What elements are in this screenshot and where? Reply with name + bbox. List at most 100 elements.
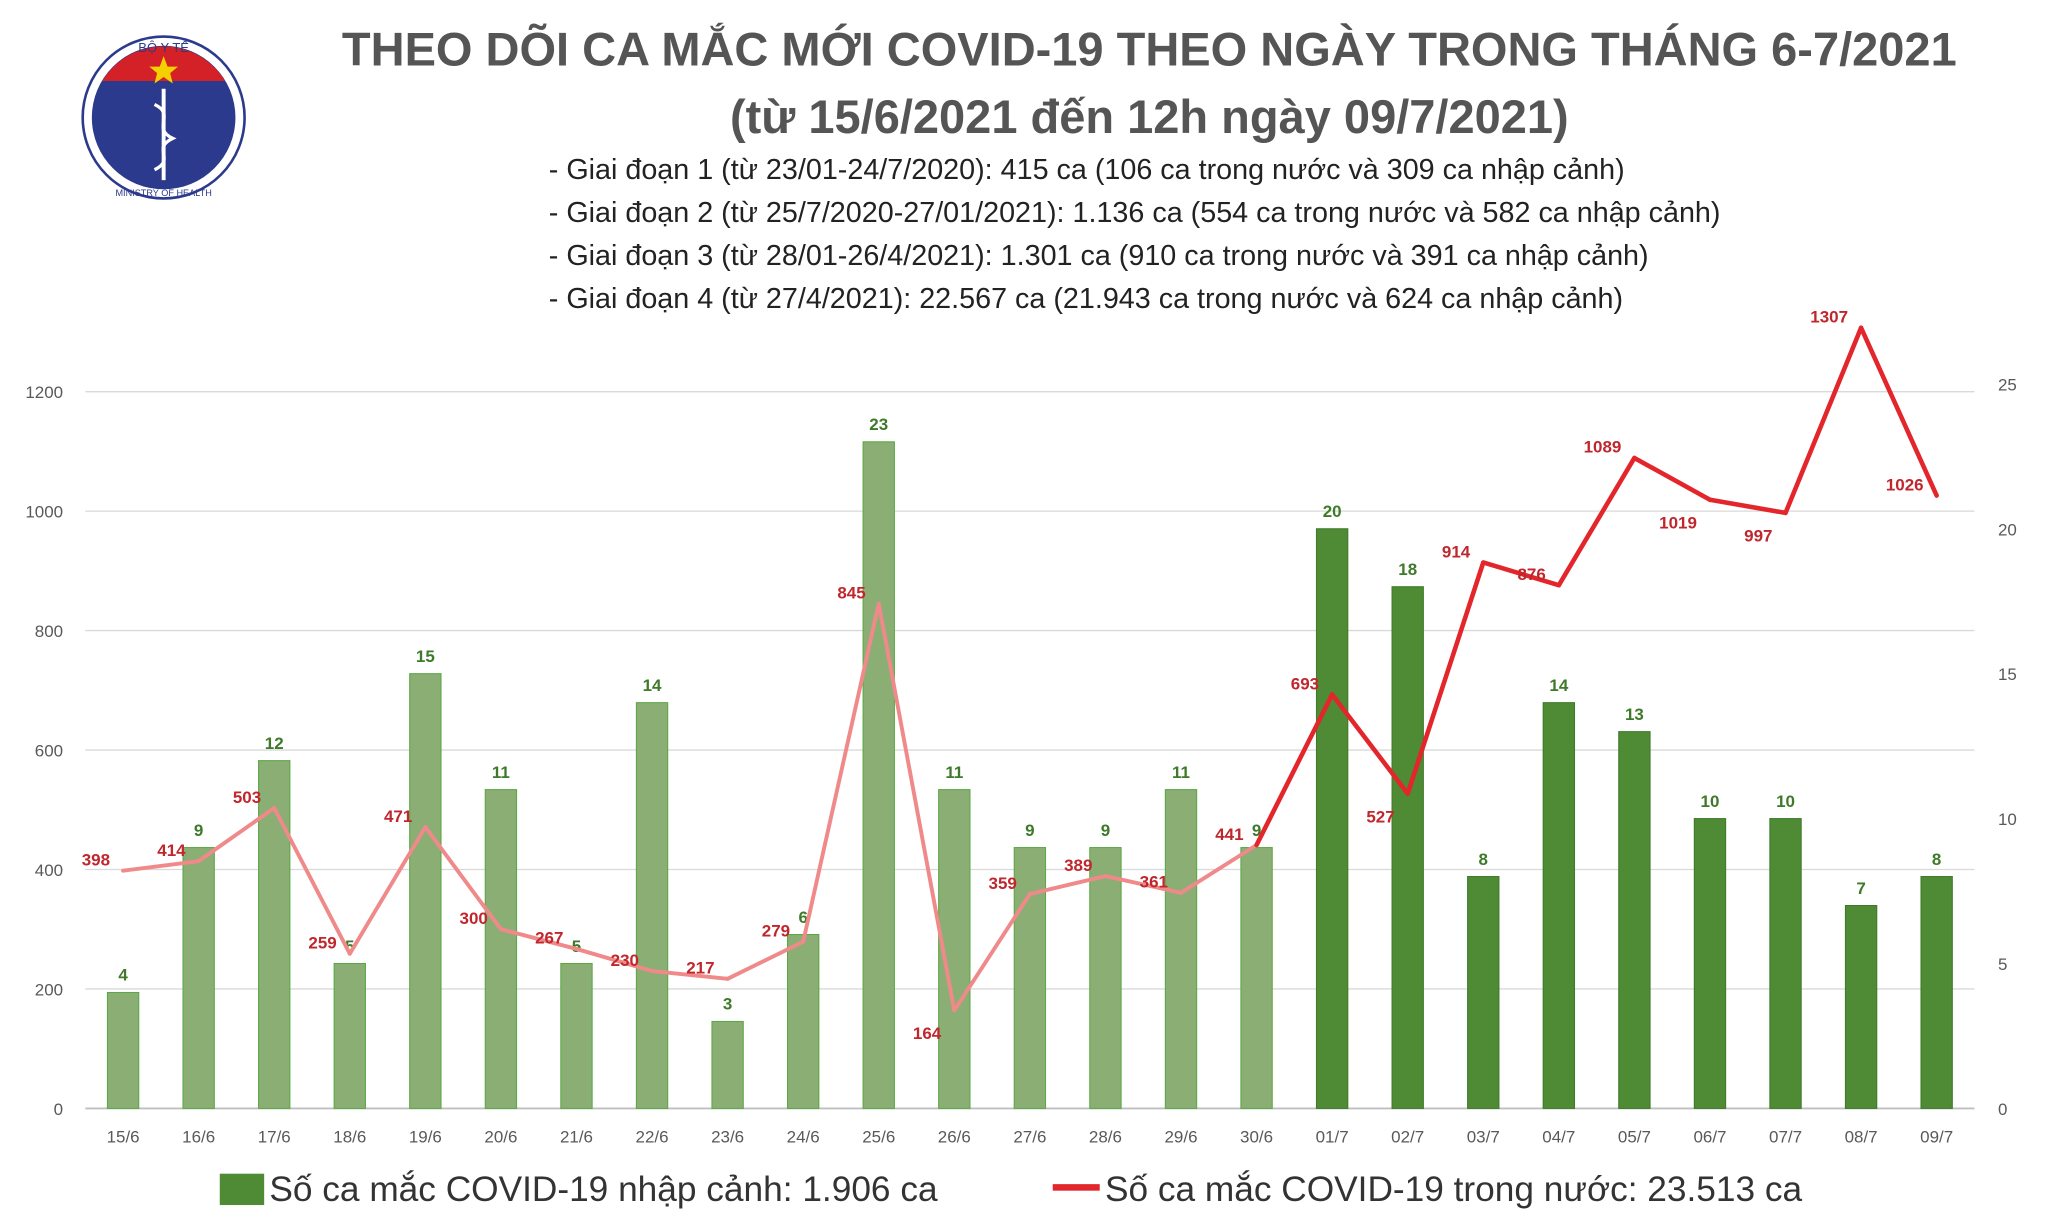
line-segment	[650, 969, 730, 981]
line-label: 1019	[1659, 513, 1697, 532]
bar-30/6	[1240, 847, 1273, 1109]
line-segment	[272, 806, 352, 956]
line-label: 259	[308, 933, 336, 952]
bar-18/6	[333, 962, 366, 1109]
bar-label: 10	[1701, 792, 1720, 811]
x-tick-label: 21/6	[560, 1127, 593, 1146]
bar-label: 10	[1776, 792, 1795, 811]
legend-swatch-imported	[219, 1173, 265, 1206]
bar-07/7	[1769, 818, 1802, 1109]
line-segment	[121, 859, 201, 873]
bar-15/6	[106, 991, 140, 1109]
bar-label: 9	[1252, 821, 1261, 840]
bar-label: 14	[643, 676, 662, 695]
bar-21/6	[560, 962, 593, 1109]
line-segment	[1103, 874, 1183, 895]
phase-3: - Giai đoạn 3 (từ 28/01-26/4/2021): 1.30…	[549, 240, 1649, 272]
line-segment	[1254, 692, 1335, 848]
line-label: 441	[1215, 825, 1243, 844]
x-tick-label: 16/6	[182, 1127, 215, 1146]
x-tick-label: 15/6	[107, 1127, 140, 1146]
bar-17/6	[258, 760, 291, 1109]
line-segment	[1783, 325, 1864, 516]
bar-label: 6	[798, 908, 807, 927]
y-left-tick: 1000	[25, 503, 63, 522]
line-segment	[876, 601, 957, 1013]
y-left-tick: 800	[35, 622, 63, 641]
bar-label: 3	[723, 995, 732, 1014]
bar-24/6	[786, 933, 820, 1109]
line-label: 164	[913, 1024, 942, 1043]
line-label: 1026	[1886, 475, 1924, 494]
legend-swatch-domestic	[1052, 1184, 1100, 1191]
x-tick-label: 22/6	[636, 1127, 669, 1146]
bar-label: 11	[1172, 763, 1190, 782]
line-label: 414	[157, 841, 186, 860]
phase-2: - Giai đoạn 2 (từ 25/7/2020-27/01/2021):…	[549, 197, 1721, 229]
line-segment	[1329, 692, 1410, 796]
x-tick-label: 07/7	[1769, 1127, 1802, 1146]
x-tick-label: 25/6	[862, 1127, 895, 1146]
bar-22/6	[635, 702, 669, 1109]
line-label: 845	[837, 583, 865, 602]
bar-02/7	[1391, 586, 1424, 1109]
line-label: 693	[1291, 674, 1319, 693]
bar-label: 5	[572, 937, 581, 956]
legend-imported: Số ca mắc COVID-19 nhập cảnh: 1.906 ca	[269, 1170, 938, 1209]
line-label: 217	[686, 959, 714, 978]
line-segment	[801, 601, 881, 944]
line-segment	[1632, 455, 1713, 503]
logo-text-bottom: MINISTRY OF HEALTH	[115, 188, 211, 198]
legend-domestic: Số ca mắc COVID-19 trong nước: 23.513 ca	[1105, 1170, 1803, 1209]
y-right-tick: 25	[1998, 375, 2017, 394]
bar-03/7	[1467, 876, 1500, 1109]
bar-label: 9	[1101, 821, 1110, 840]
bar-27/6	[1013, 847, 1047, 1109]
bar-23/6	[711, 1020, 744, 1109]
bar-20/6	[484, 789, 518, 1109]
x-tick-label: 03/7	[1467, 1127, 1500, 1146]
bar-04/7	[1542, 702, 1576, 1109]
x-tick-label: 05/7	[1618, 1127, 1651, 1146]
y-right-tick: 15	[1998, 665, 2017, 684]
bar-19/6	[409, 673, 442, 1109]
line-segment	[1858, 325, 1939, 498]
line-label: 389	[1064, 856, 1092, 875]
x-tick-label: 02/7	[1391, 1127, 1424, 1146]
x-tick-label: 19/6	[409, 1127, 442, 1146]
line-segment	[1707, 497, 1788, 516]
chart-subtitle: (từ 15/6/2021 đến 12h ngày 09/7/2021)	[730, 90, 1569, 143]
line-segment	[1027, 874, 1108, 896]
line-label: 1307	[1810, 308, 1848, 327]
bar-09/7	[1920, 876, 1953, 1109]
line-label: 876	[1517, 565, 1545, 584]
bar-label: 20	[1323, 502, 1342, 521]
y-left-tick: 0	[54, 1100, 63, 1119]
bar-16/6	[182, 847, 215, 1109]
line-label: 398	[82, 850, 110, 869]
line-segment	[498, 927, 579, 951]
bar-label: 9	[1025, 821, 1034, 840]
x-tick-label: 09/7	[1920, 1127, 1953, 1146]
bar-label: 11	[492, 763, 510, 782]
line-label: 279	[762, 922, 790, 941]
y-left-tick: 200	[35, 980, 63, 999]
bar-05/7	[1618, 731, 1651, 1109]
x-tick-label: 06/7	[1693, 1127, 1726, 1146]
x-tick-label: 04/7	[1542, 1127, 1575, 1146]
y-right-tick: 5	[1998, 955, 2007, 974]
bar-label: 11	[945, 763, 963, 782]
line-segment	[1405, 560, 1486, 796]
line-segment	[423, 825, 503, 932]
line-segment	[952, 892, 1032, 1013]
phase-1: - Giai đoạn 1 (từ 23/01-24/7/2020): 415 …	[549, 154, 1625, 186]
x-tick-label: 29/6	[1164, 1127, 1197, 1146]
line-label: 300	[460, 909, 488, 928]
bar-08/7	[1844, 905, 1878, 1109]
line-segment	[725, 939, 806, 981]
bar-label: 8	[1479, 850, 1488, 869]
y-right-tick: 0	[1998, 1100, 2007, 1119]
y-right-tick: 20	[1998, 520, 2017, 539]
x-tick-label: 20/6	[484, 1127, 517, 1146]
x-tick-label: 08/7	[1845, 1127, 1878, 1146]
